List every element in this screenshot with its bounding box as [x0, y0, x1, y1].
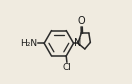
Text: H₂N: H₂N [21, 39, 38, 48]
Text: O: O [78, 16, 86, 26]
Text: N: N [74, 38, 82, 48]
Text: Cl: Cl [62, 63, 71, 72]
